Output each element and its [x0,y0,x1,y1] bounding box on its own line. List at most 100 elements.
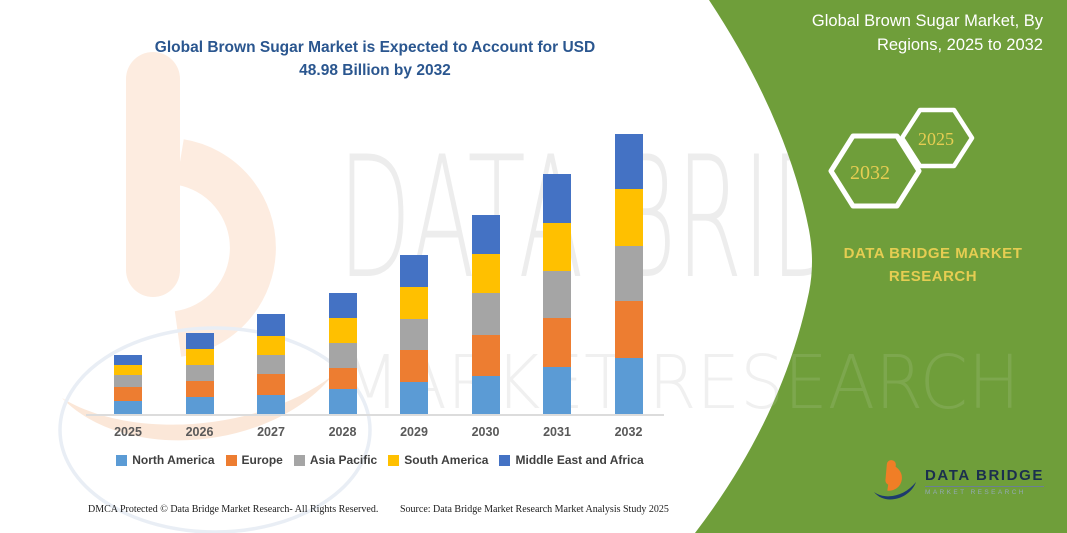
legend-label: Asia Pacific [309,453,378,467]
segment-2031-middle-east-and-africa [543,174,571,223]
legend-label: Middle East and Africa [515,453,644,467]
dbmr-logo: DATA BRIDGE MARKET RESEARCH [872,458,1044,504]
segment-2026-europe [185,380,214,397]
panel-brand-line2: RESEARCH [888,268,978,286]
segment-2026-asia-pacific [185,364,214,381]
segment-2025-europe [114,386,142,402]
x-axis-label-2031: 2031 [543,425,571,439]
footer-dmca-text: DMCA Protected © Data Bridge Market Rese… [88,504,379,515]
bar-2028 [328,292,357,414]
footer-source-text: Source: Data Bridge Market Research Mark… [400,504,669,515]
x-axis-label-2027: 2027 [257,425,285,439]
segment-2032-middle-east-and-africa [614,134,643,190]
x-axis-label-2032: 2032 [614,425,643,439]
legend-swatch-icon [293,454,305,466]
bar-2025 [114,354,142,414]
segment-2027-north-america [257,394,285,414]
legend-swatch-icon [499,454,511,466]
x-axis-label-2030: 2030 [471,425,500,439]
green-side-panel [695,0,1067,533]
segment-2027-south-america [257,336,285,356]
legend-item-asia-pacific: Asia Pacific [293,453,378,467]
dbmr-logo-mark-icon [874,460,916,500]
legend-item-north-america: North America [116,453,215,467]
x-axis-label-2028: 2028 [328,425,357,439]
segment-2029-north-america [400,382,428,414]
segment-2030-europe [471,334,500,376]
segment-2031-europe [543,318,571,367]
segment-2027-europe [257,374,285,395]
segment-2029-south-america [400,286,428,319]
segment-2030-north-america [471,375,500,414]
segment-2027-asia-pacific [257,355,285,375]
segment-2032-asia-pacific [614,246,643,302]
bar-2032 [614,134,643,414]
dbmr-logo-name: DATA BRIDGE [925,467,1044,487]
segment-2031-asia-pacific [543,270,571,319]
segment-2028-south-america [328,318,357,344]
segment-2030-asia-pacific [471,292,500,335]
legend-label: South America [404,453,489,467]
segment-2025-asia-pacific [114,374,142,387]
hexagon-2025-label: 2025 [918,129,954,149]
ellipse-watermark [58,326,372,533]
panel-title-line1: Global Brown Sugar Market, By [811,12,1043,30]
x-axis-label-2029: 2029 [400,425,428,439]
bar-2026 [185,332,214,414]
dbmr-logo-texts: DATA BRIDGE MARKET RESEARCH [925,467,1044,496]
segment-2031-north-america [543,366,571,414]
segment-2029-middle-east-and-africa [400,254,428,287]
panel-title-line2: Regions, 2025 to 2032 [876,35,1043,54]
segment-2032-europe [614,301,643,358]
segment-2032-south-america [614,189,643,247]
stacked-bar-chart: 2025 2026 2027 2028 2029 2030 2031 2032 [86,130,664,450]
legend-item-middle-east-and-africa: Middle East and Africa [499,453,644,467]
x-axis-label-2025: 2025 [114,425,142,439]
segment-2029-asia-pacific [400,318,428,350]
hexagon-2032: 2032 [828,133,922,209]
segment-2026-north-america [185,396,214,414]
bar-2031 [543,174,571,414]
hexagon-2032-label: 2032 [850,162,890,184]
x-axis-line [86,414,664,416]
segment-2025-south-america [114,365,142,375]
legend-swatch-icon [116,454,128,466]
segment-2027-middle-east-and-africa [257,314,285,337]
x-axis-label-2026: 2026 [185,425,214,439]
segment-2029-europe [400,350,428,382]
segment-2030-middle-east-and-africa [471,215,500,255]
legend-swatch-icon [225,454,237,466]
legend-item-south-america: South America [388,453,488,467]
bar-2030 [471,215,500,414]
segment-2026-south-america [185,348,214,365]
hexagon-2025: 2025 [899,107,975,169]
segment-2032-north-america [614,358,643,414]
legend-label: North America [132,453,215,467]
segment-2028-north-america [328,389,357,414]
segment-2025-north-america [114,401,142,414]
segment-2030-south-america [471,254,500,293]
dbmr-logo-watermark [58,52,372,533]
segment-2028-europe [328,367,357,390]
segment-2028-middle-east-and-africa [328,292,357,319]
dbmr-logo-subtitle: MARKET RESEARCH [925,488,1026,496]
legend-swatch-icon [388,454,400,466]
segment-2026-middle-east-and-africa [185,332,214,349]
panel-title: Global Brown Sugar Market, By Regions, 2… [758,10,1043,58]
chart-title-line2: 48.98 Billion by 2032 [299,62,451,80]
legend-item-europe: Europe [225,453,283,467]
panel-brand-line1: DATA BRIDGE MARKET [843,245,1023,262]
chart-title-line1: Global Brown Sugar Market is Expected to… [154,39,596,56]
panel-brand-text: DATA BRIDGE MARKET RESEARCH [828,242,1038,289]
bar-2027 [257,314,285,414]
bars-area [88,130,662,414]
segment-2028-asia-pacific [328,343,357,368]
segment-2031-south-america [543,222,571,271]
chart-title: Global Brown Sugar Market is Expected to… [88,36,662,83]
chart-legend: North America Europe Asia Pacific South Ame… [55,453,705,467]
legend-label: Europe [241,453,283,467]
bar-2029 [400,254,428,414]
segment-2025-middle-east-and-africa [114,354,142,366]
